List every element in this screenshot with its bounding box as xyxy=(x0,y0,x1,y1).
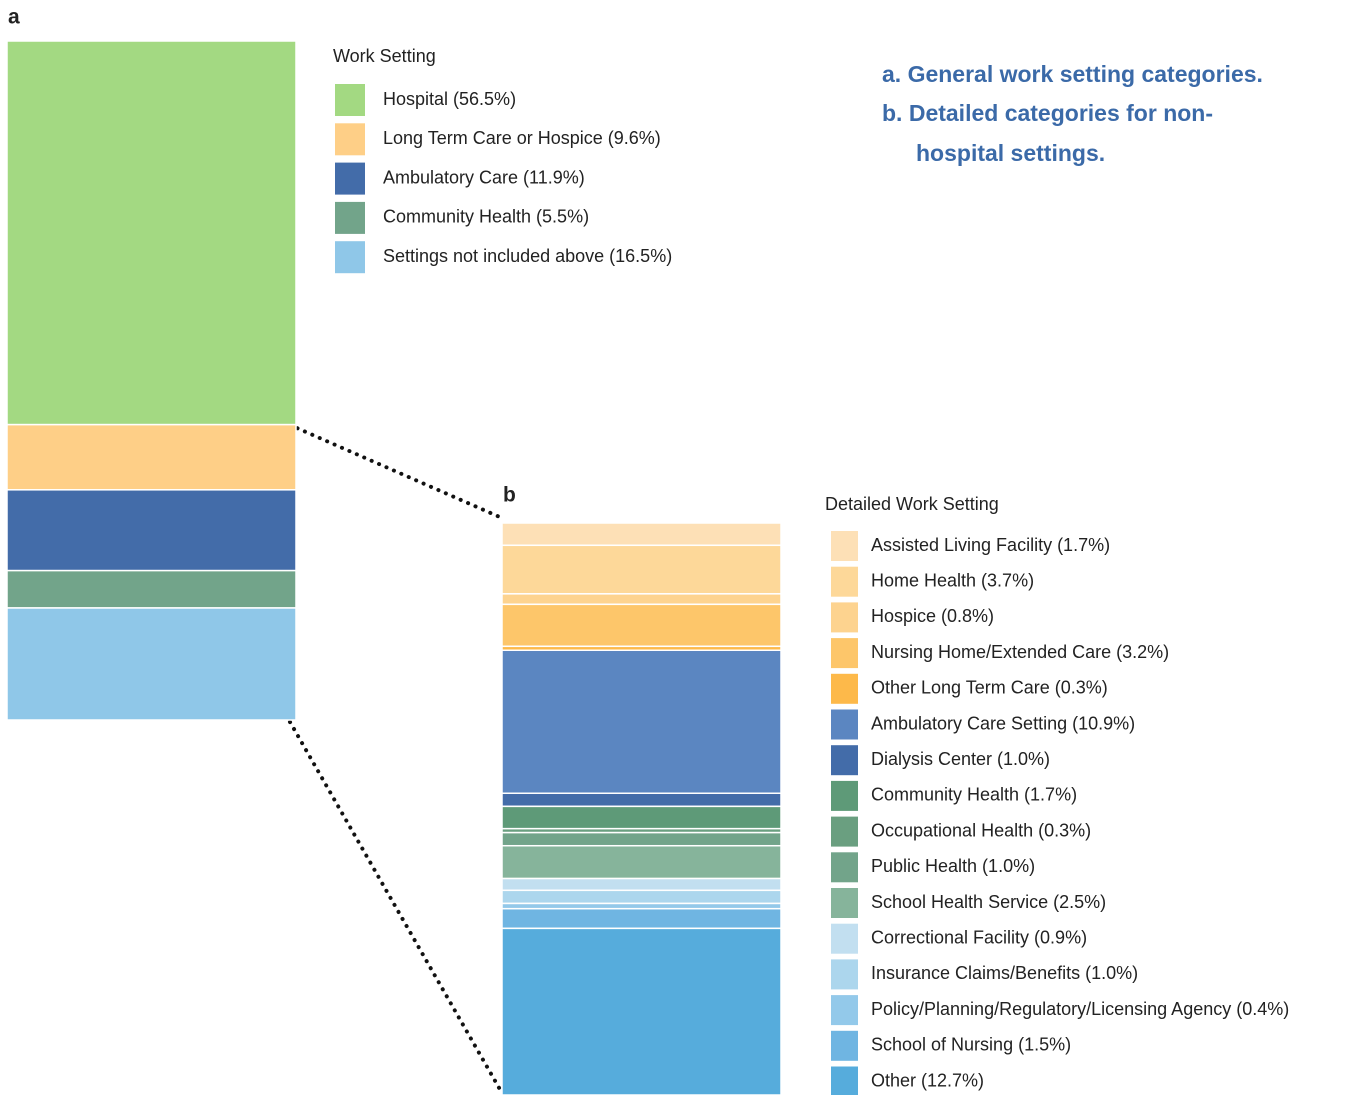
legend-swatch xyxy=(831,1066,858,1095)
legend-swatch xyxy=(831,566,858,597)
bar-segment xyxy=(6,569,297,609)
annotation: a. General work setting categories. xyxy=(882,61,1263,87)
legend-swatch xyxy=(831,995,858,1026)
legend-label: Ambulatory Care Setting (10.9%) xyxy=(871,713,1135,733)
bar-segment xyxy=(501,877,782,892)
legend-label: Correctional Facility (0.9%) xyxy=(871,927,1087,947)
legend-swatch xyxy=(831,709,858,740)
legend-label: Other (12.7%) xyxy=(871,1070,984,1090)
legend-label: Policy/Planning/Regulatory/Licensing Age… xyxy=(871,999,1289,1019)
legend-label: Occupational Health (0.3%) xyxy=(871,820,1091,840)
legend-label: Home Health (3.7%) xyxy=(871,570,1034,590)
legend-swatch xyxy=(831,673,858,704)
bar-segment xyxy=(501,649,782,795)
legend-swatch xyxy=(831,1030,858,1061)
bar-segment xyxy=(6,489,297,572)
bar-segment xyxy=(501,831,782,847)
legend-swatch xyxy=(831,531,858,561)
bar-segment xyxy=(501,889,782,905)
legend-title: Work Setting xyxy=(333,46,436,66)
bar-segment xyxy=(501,844,782,880)
legend-swatch xyxy=(831,959,858,990)
legend-swatch xyxy=(831,888,858,918)
legend-swatch xyxy=(335,123,365,156)
legend-label: Nursing Home/Extended Care (3.2%) xyxy=(871,642,1169,662)
bar-segment xyxy=(501,907,782,930)
annotation: hospital settings. xyxy=(916,140,1105,166)
legend-swatch xyxy=(831,602,858,633)
legend-label: Community Health (1.7%) xyxy=(871,785,1077,805)
bar-segment xyxy=(501,603,782,648)
bar-segment xyxy=(6,40,297,426)
legend-label: Hospital (56.5%) xyxy=(383,89,516,109)
panel-label: a xyxy=(8,6,20,29)
connector xyxy=(288,423,504,520)
legend-swatch xyxy=(831,745,858,776)
connector xyxy=(288,720,504,1095)
legend-swatch xyxy=(335,84,365,116)
legend-label: Hospice (0.8%) xyxy=(871,606,994,626)
panel-label: b xyxy=(503,484,516,507)
legend-label: Ambulatory Care (11.9%) xyxy=(383,167,585,187)
legend-label: School Health Service (2.5%) xyxy=(871,892,1106,912)
legend-label: Dialysis Center (1.0%) xyxy=(871,749,1050,769)
bar-segment xyxy=(501,805,782,830)
legend-title: Detailed Work Setting xyxy=(825,494,999,514)
bar-segment xyxy=(6,423,297,491)
legend-swatch xyxy=(335,241,365,274)
annotation: b. Detailed categories for non- xyxy=(882,100,1213,126)
legend-label: Insurance Claims/Benefits (1.0%) xyxy=(871,963,1138,983)
bar-segment xyxy=(501,593,782,606)
legend-label: Other Long Term Care (0.3%) xyxy=(871,678,1108,698)
legend-swatch xyxy=(831,816,858,847)
legend-label: Public Health (1.0%) xyxy=(871,856,1035,876)
bar-segment xyxy=(501,544,782,595)
legend-label: Assisted Living Facility (1.7%) xyxy=(871,535,1110,555)
legend-swatch xyxy=(831,923,858,954)
legend-swatch xyxy=(831,780,858,811)
bar-segment xyxy=(6,607,297,721)
legend-swatch xyxy=(335,162,365,195)
bar-segment xyxy=(501,927,782,1095)
legend-swatch xyxy=(831,852,858,883)
legend-label: Settings not included above (16.5%) xyxy=(383,246,672,266)
legend-label: School of Nursing (1.5%) xyxy=(871,1035,1071,1055)
legend-swatch xyxy=(831,638,858,669)
legend-label: Long Term Care or Hospice (9.6%) xyxy=(383,128,661,148)
bar-segment xyxy=(501,522,782,547)
bar-segment xyxy=(501,792,782,808)
bar-segment xyxy=(501,902,782,910)
legend-label: Community Health (5.5%) xyxy=(383,207,589,227)
legend-swatch xyxy=(335,201,365,234)
